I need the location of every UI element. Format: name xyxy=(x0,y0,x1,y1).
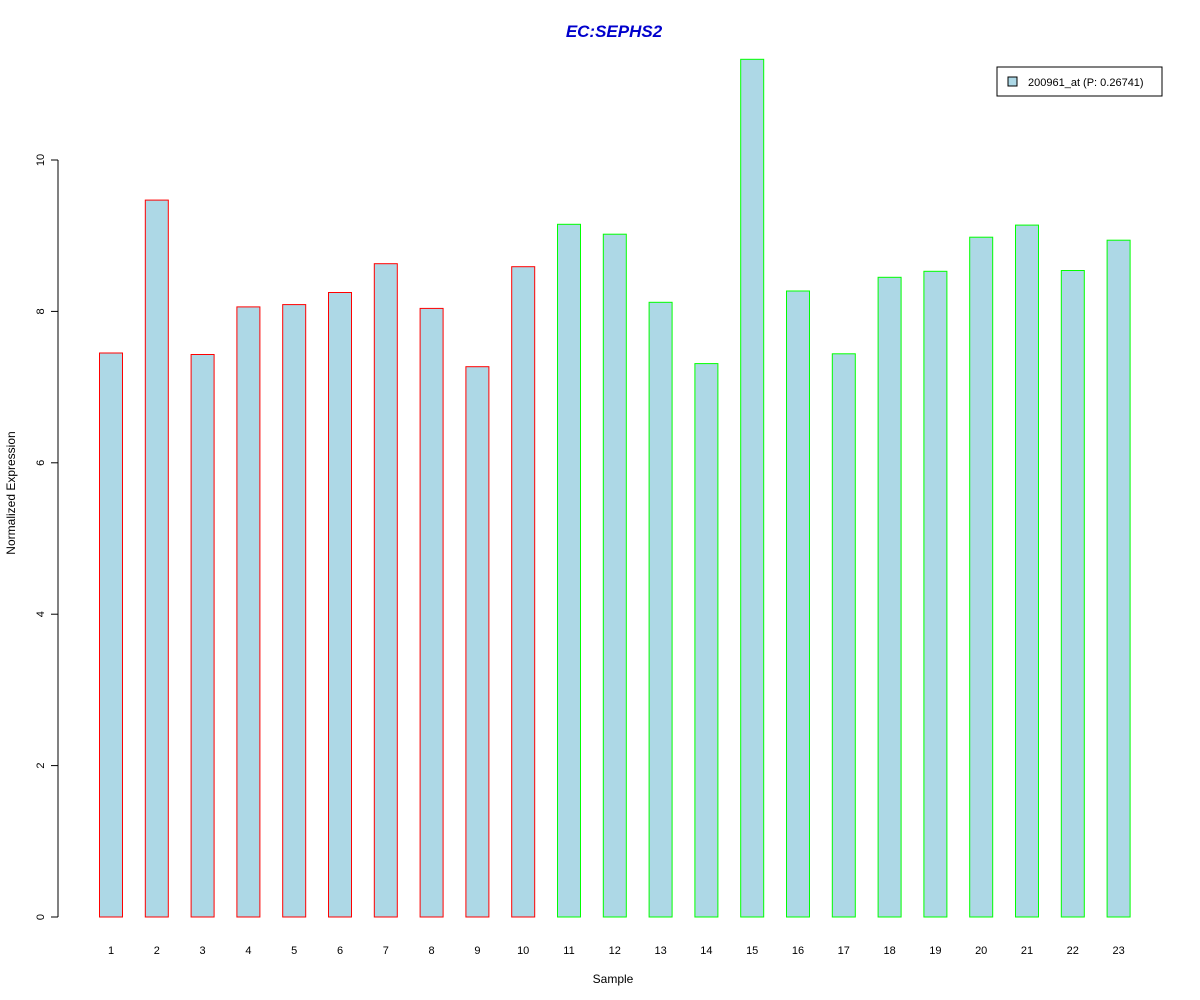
x-axis-tick-label: 23 xyxy=(1112,945,1124,957)
x-axis-tick-label: 8 xyxy=(429,945,435,957)
x-axis-tick-label: 1 xyxy=(108,945,114,957)
y-axis: 0 2 4 6 8 10 xyxy=(35,154,59,920)
x-axis-tick-label: 13 xyxy=(654,945,666,957)
bar-sample-14 xyxy=(694,363,719,918)
bar-sample-22 xyxy=(1060,270,1085,918)
y-axis-title: Normalized Expression xyxy=(4,431,18,554)
x-axis-tick-label: 18 xyxy=(883,945,895,957)
x-axis-tick-label: 12 xyxy=(609,945,621,957)
x-axis-tick-label: 5 xyxy=(291,945,297,957)
bar-sample-15 xyxy=(740,58,765,918)
bar-sample-20 xyxy=(969,236,994,918)
x-axis-tick-label: 11 xyxy=(563,945,574,957)
y-axis-tick-label: 10 xyxy=(35,154,47,166)
x-axis-tick-label: 19 xyxy=(929,945,941,957)
legend-swatch xyxy=(1007,76,1018,87)
bar-sample-5 xyxy=(282,304,307,918)
x-axis-tick-label: 4 xyxy=(245,945,251,957)
bar-sample-19 xyxy=(923,270,948,918)
bar-sample-4 xyxy=(236,306,261,918)
bar-sample-16 xyxy=(786,290,810,918)
bar-sample-23 xyxy=(1106,239,1131,918)
x-axis-tick-label: 6 xyxy=(337,945,343,957)
x-axis-title: Sample xyxy=(593,972,634,986)
legend-label: 200961_at (P: 0.26741) xyxy=(1028,77,1144,89)
bar-sample-10 xyxy=(511,266,536,918)
bar-sample-11 xyxy=(557,223,581,918)
x-axis-tick-label: 9 xyxy=(474,945,480,957)
x-axis-tick-label: 16 xyxy=(792,945,804,957)
bar-sample-7 xyxy=(373,263,398,918)
x-axis-tick-label: 14 xyxy=(700,945,712,957)
bar-sample-17 xyxy=(831,353,856,918)
bar-sample-8 xyxy=(419,307,444,918)
y-axis-tick-label: 4 xyxy=(35,611,47,617)
bar-sample-1 xyxy=(99,352,123,918)
x-axis-tick-label: 3 xyxy=(200,945,206,957)
bar-sample-18 xyxy=(877,276,902,918)
y-axis-tick-label: 8 xyxy=(35,308,47,314)
x-axis-tick-label: 17 xyxy=(838,945,850,957)
bar-sample-21 xyxy=(1015,224,1039,918)
x-axis-tick-label: 7 xyxy=(383,945,389,957)
bar-sample-3 xyxy=(190,354,215,918)
x-axis-tick-label: 2 xyxy=(154,945,160,957)
x-axis-tick-label: 21 xyxy=(1021,945,1033,957)
x-axis-tick-label: 22 xyxy=(1067,945,1079,957)
bar-sample-12 xyxy=(602,233,627,918)
chart-title: EC:SEPHS2 xyxy=(566,22,663,41)
y-axis-tick-label: 2 xyxy=(35,763,47,769)
y-axis-tick-label: 6 xyxy=(35,460,47,466)
x-axis-tick-labels: 1 2 3 4 5 6 7 8 9 10 11 12 13 14 15 16 17 18 19 20 21 22 23 xyxy=(108,945,1125,957)
legend: 200961_at (P: 0.26741) xyxy=(996,66,1163,97)
bar-sample-13 xyxy=(648,301,673,918)
x-axis-tick-label: 10 xyxy=(517,945,529,957)
bars-group xyxy=(99,58,1131,918)
bar-sample-9 xyxy=(465,366,490,918)
bar-sample-2 xyxy=(144,199,169,918)
x-axis-tick-label: 20 xyxy=(975,945,987,957)
y-axis-tick-label: 0 xyxy=(35,914,47,920)
x-axis-tick-label: 15 xyxy=(746,945,758,957)
legend-box xyxy=(996,66,1163,97)
bar-sample-6 xyxy=(328,292,352,918)
